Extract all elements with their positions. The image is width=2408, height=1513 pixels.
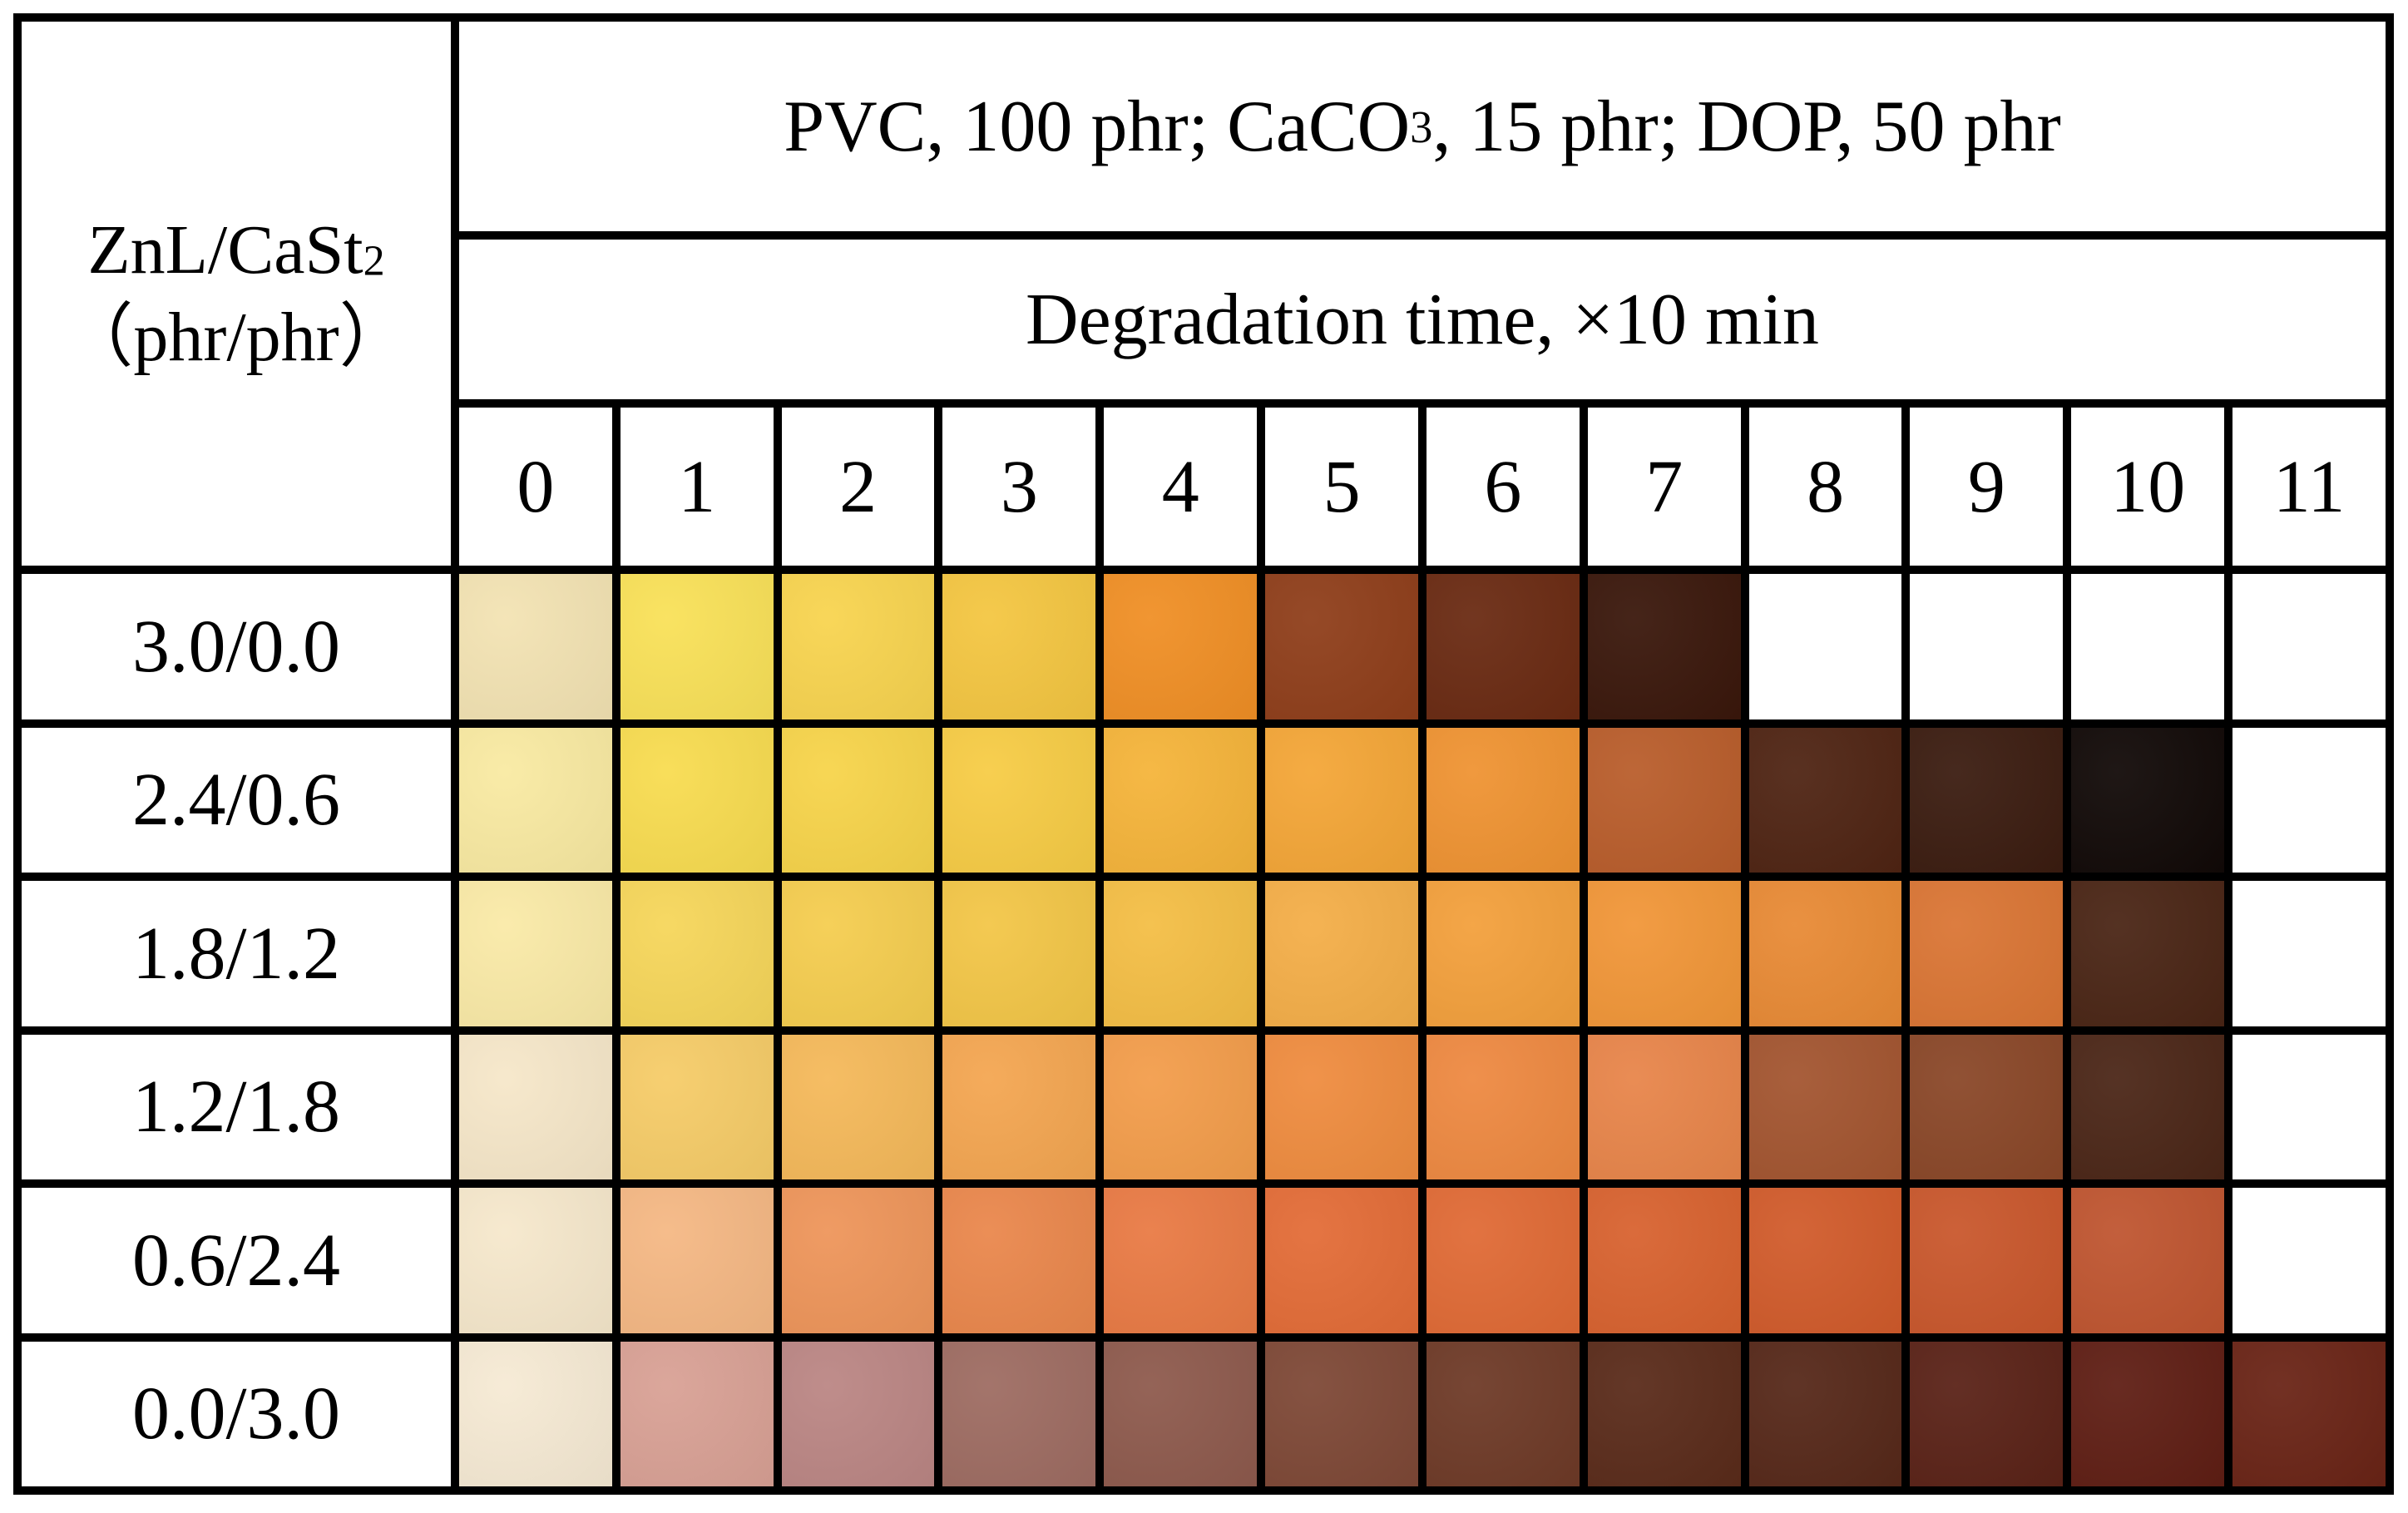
row-label: 1.8/1.2	[22, 881, 451, 1026]
time-label: 8	[1748, 408, 1902, 566]
color-swatch	[1104, 574, 1258, 719]
ratio-label: ZnL/CaSt2	[87, 211, 385, 289]
color-swatch	[620, 1341, 774, 1486]
empty-cell	[2232, 1188, 2386, 1333]
color-swatch	[1265, 881, 1418, 1026]
color-swatch	[1104, 1188, 1258, 1333]
color-swatch	[2071, 1034, 2225, 1179]
color-swatch	[942, 727, 1096, 873]
color-swatch	[2071, 881, 2225, 1026]
color-swatch	[459, 727, 612, 873]
color-swatch	[942, 1341, 1096, 1486]
empty-cell	[2071, 574, 2225, 719]
time-label: 1	[620, 408, 774, 566]
color-swatch	[1426, 727, 1580, 873]
color-swatch	[781, 574, 935, 719]
color-swatch	[1587, 1034, 1741, 1179]
empty-cell	[2232, 1034, 2386, 1179]
color-swatch	[1587, 881, 1741, 1026]
color-swatch	[620, 881, 774, 1026]
time-label: 6	[1426, 408, 1580, 566]
color-swatch	[1910, 1188, 2064, 1333]
color-swatch	[1748, 1341, 1902, 1486]
time-label: 5	[1265, 408, 1418, 566]
color-swatch	[1265, 1188, 1418, 1333]
empty-cell	[2232, 727, 2386, 873]
color-swatch	[1426, 1341, 1580, 1486]
empty-cell	[2232, 881, 2386, 1026]
color-swatch	[620, 727, 774, 873]
color-swatch	[781, 1188, 935, 1333]
color-swatch	[942, 1034, 1096, 1179]
color-swatch	[459, 1188, 612, 1333]
color-swatch	[620, 1188, 774, 1333]
color-swatch	[1426, 574, 1580, 719]
empty-cell	[2232, 574, 2386, 719]
time-label: 3	[942, 408, 1096, 566]
time-label: 10	[2071, 408, 2225, 566]
color-swatch	[459, 1341, 612, 1486]
color-swatch	[1587, 574, 1741, 719]
color-swatch	[1265, 1341, 1418, 1486]
time-label: 0	[459, 408, 612, 566]
color-swatch	[620, 1034, 774, 1179]
color-swatch	[459, 1034, 612, 1179]
color-swatch	[1265, 727, 1418, 873]
color-swatch	[1426, 1188, 1580, 1333]
color-swatch	[1104, 881, 1258, 1026]
color-swatch	[1265, 574, 1418, 719]
color-swatch	[1748, 1188, 1902, 1333]
row-label: 0.6/2.4	[22, 1188, 451, 1333]
time-label: 4	[1104, 408, 1258, 566]
color-swatch	[620, 574, 774, 719]
time-label: 2	[781, 408, 935, 566]
color-swatch	[1910, 881, 2064, 1026]
color-swatch	[1910, 1341, 2064, 1486]
color-swatch	[781, 1034, 935, 1179]
color-swatch	[1748, 881, 1902, 1026]
row-label: 0.0/3.0	[22, 1341, 451, 1486]
time-axis-title: Degradation time, ×10 min	[459, 240, 2386, 399]
color-swatch	[459, 574, 612, 719]
color-swatch	[1748, 727, 1902, 873]
color-swatch	[1910, 727, 2064, 873]
color-swatch	[1426, 1034, 1580, 1179]
color-swatch	[781, 1341, 935, 1486]
empty-cell	[1748, 574, 1902, 719]
color-swatch	[1426, 881, 1580, 1026]
row-header-title: ZnL/CaSt2 （phr/phr）	[22, 22, 451, 566]
color-swatch	[1910, 1034, 2064, 1179]
color-swatch	[1748, 1034, 1902, 1179]
color-stability-table: ZnL/CaSt2 （phr/phr） PVC, 100 phr; CaCO 3,…	[13, 13, 2394, 1495]
color-swatch	[2071, 727, 2225, 873]
color-swatch	[2071, 1188, 2225, 1333]
formulation-header: PVC, 100 phr; CaCO 3, 15 phr; DOP, 50 phr	[459, 22, 2386, 231]
color-swatch	[1265, 1034, 1418, 1179]
time-label: 11	[2232, 408, 2386, 566]
color-swatch	[2071, 1341, 2225, 1486]
time-label: 9	[1910, 408, 2064, 566]
color-swatch	[459, 881, 612, 1026]
color-swatch	[942, 1188, 1096, 1333]
color-swatch	[942, 574, 1096, 719]
color-swatch	[1104, 1034, 1258, 1179]
empty-cell	[1910, 574, 2064, 719]
color-swatch	[1587, 1341, 1741, 1486]
color-swatch	[1104, 727, 1258, 873]
color-swatch	[1104, 1341, 1258, 1486]
color-swatch	[1587, 727, 1741, 873]
row-label: 3.0/0.0	[22, 574, 451, 719]
color-swatch	[942, 881, 1096, 1026]
color-swatch	[2232, 1341, 2386, 1486]
time-label: 7	[1587, 408, 1741, 566]
color-swatch	[781, 727, 935, 873]
color-swatch	[781, 881, 935, 1026]
color-swatch	[1587, 1188, 1741, 1333]
row-label: 2.4/0.6	[22, 727, 451, 873]
unit-label: （phr/phr）	[63, 299, 409, 376]
row-label: 1.2/1.8	[22, 1034, 451, 1179]
